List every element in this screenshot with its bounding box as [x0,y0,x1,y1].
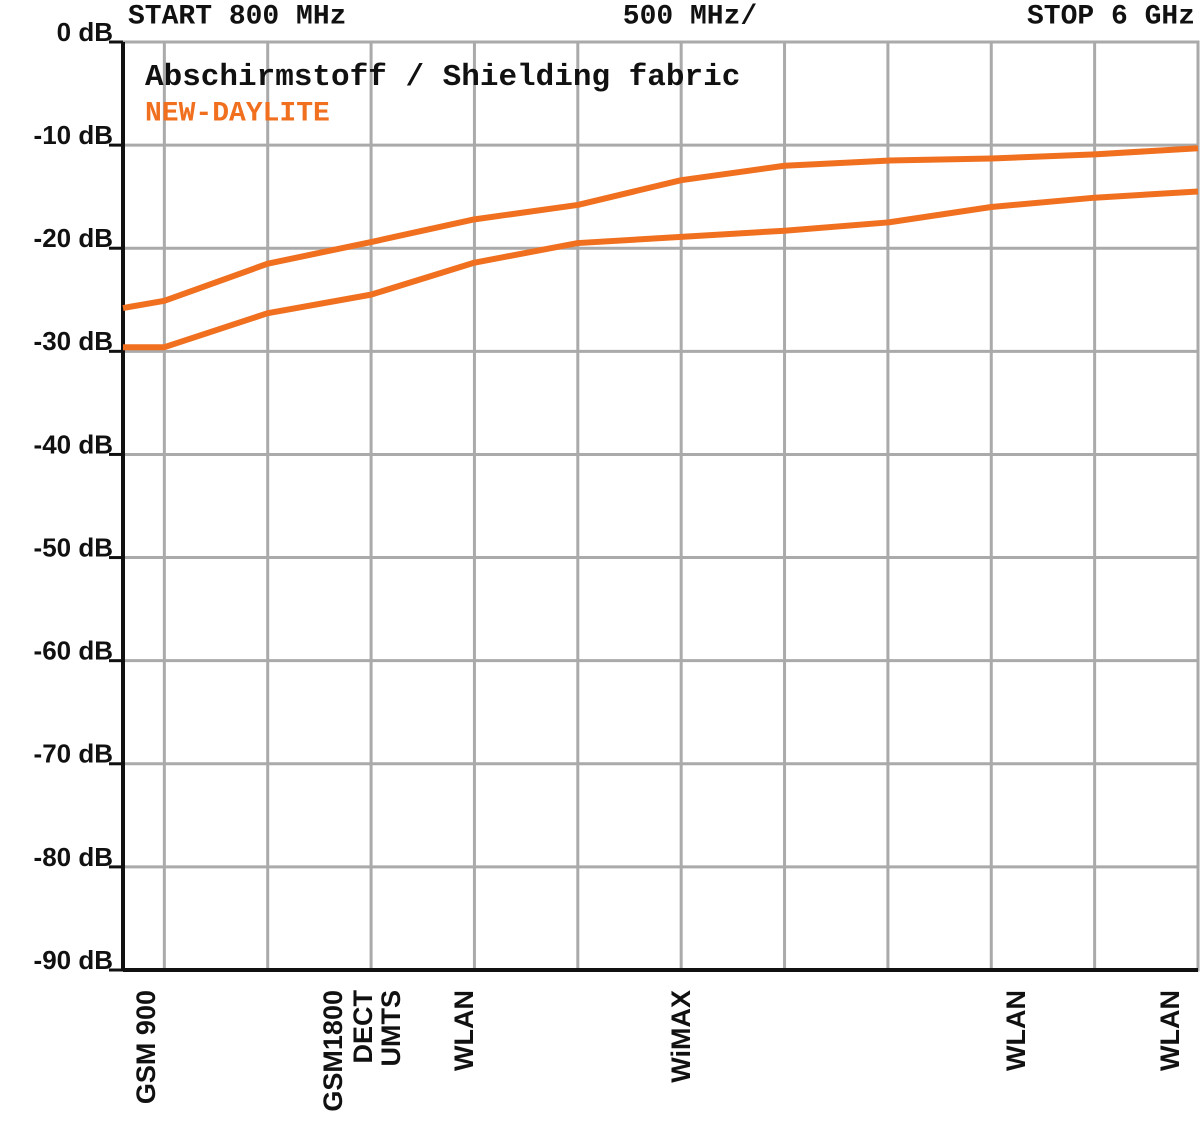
y-tick-label: -60 dB [34,636,113,666]
y-tick-label: -40 dB [34,429,113,459]
header-center: 500 MHz/ [623,1,757,32]
y-tick-label: -30 dB [34,326,113,356]
y-tick-label: -10 dB [34,120,113,150]
band-label: WLAN [1155,990,1185,1071]
header-left: START 800 MHz [128,1,346,32]
data-line [123,188,1199,351]
data-line [122,145,1199,311]
y-tick-label: -80 dB [34,842,113,872]
y-tick-label: -90 dB [34,945,113,975]
header-right: STOP 6 GHz [1027,1,1195,32]
band-label: WiMAX [666,990,696,1083]
y-tick-label: -20 dB [34,223,113,253]
chart-title: Abschirmstoff / Shielding fabric [145,60,740,95]
band-label: WLAN [1001,990,1031,1071]
band-label: DECT [348,989,378,1063]
band-label: GSM 900 [131,990,161,1104]
legend-entry: NEW-DAYLITE [145,98,330,129]
band-label: GSM1800 [318,990,348,1112]
band-label: UMTS [376,990,406,1067]
y-tick-label: -70 dB [34,739,113,769]
plot-frame [121,40,1200,972]
y-tick-label: 0 dB [57,17,113,47]
band-label: WLAN [449,990,479,1071]
y-tick-label: -50 dB [34,532,113,562]
